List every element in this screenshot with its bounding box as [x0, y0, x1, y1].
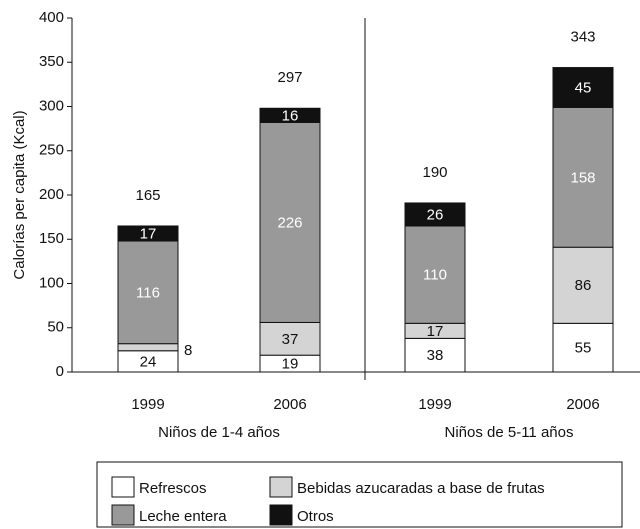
bar-segment: [404, 337, 466, 373]
total-label: 343: [570, 29, 595, 46]
data-label: 17: [140, 225, 157, 242]
data-label: 158: [570, 169, 595, 186]
bar-segment: [404, 202, 466, 227]
y-tick-label: 250: [39, 142, 64, 159]
bar-segment: [259, 121, 321, 323]
group-label: Niños de 5-11 años: [445, 424, 574, 441]
legend-label: Bebidas azucaradas a base de frutas: [297, 480, 545, 497]
data-label: 19: [282, 356, 299, 373]
bar-segment: [552, 322, 614, 373]
y-tick-label: 400: [39, 9, 64, 26]
legend-label: Otros: [297, 508, 334, 525]
data-label: 16: [282, 107, 299, 124]
bar-segment: [552, 67, 614, 108]
y-axis-label: Calorías per capita (Kcal): [11, 110, 28, 279]
y-tick-label: 300: [39, 97, 64, 114]
y-tick-label: 200: [39, 186, 64, 203]
data-label: 226: [277, 214, 302, 231]
data-label: 17: [427, 323, 444, 340]
bar-segment: [552, 246, 614, 324]
data-label: 38: [427, 347, 444, 364]
bar-segment: [117, 225, 179, 242]
legend-swatch: [111, 476, 135, 498]
data-label: 116: [136, 284, 160, 301]
legend-swatch: [269, 476, 293, 498]
y-tick-label: 350: [39, 53, 64, 70]
legend-swatch: [111, 504, 135, 526]
data-label: 110: [423, 267, 447, 284]
legend-box: [96, 461, 623, 528]
total-label: 165: [135, 187, 160, 204]
legend-label: Leche entera: [139, 508, 227, 525]
legend-label: Refrescos: [139, 480, 207, 497]
data-label: 55: [575, 340, 592, 357]
data-label: 37: [282, 331, 299, 348]
bar-segment: [404, 225, 466, 324]
data-label: 24: [140, 353, 157, 370]
y-tick-label: 150: [39, 230, 64, 247]
y-tick-label: 100: [39, 274, 64, 291]
data-label: 8: [184, 342, 192, 359]
data-label: 45: [575, 79, 592, 96]
bar-segment: [259, 107, 321, 123]
x-tick-label: 1999: [131, 396, 164, 413]
x-tick-label: 2006: [273, 396, 306, 413]
y-tick-label: 50: [47, 319, 64, 336]
x-tick-label: 2006: [566, 396, 599, 413]
y-tick-label: 0: [56, 363, 64, 380]
data-label: 86: [575, 277, 592, 294]
x-tick-label: 1999: [418, 396, 451, 413]
group-label: Niños de 1-4 años: [158, 424, 280, 441]
data-label: 26: [427, 206, 444, 223]
legend-swatch: [269, 504, 293, 526]
total-label: 190: [422, 164, 447, 181]
total-label: 297: [277, 69, 302, 86]
bar-segment: [117, 343, 179, 352]
bar-segment: [552, 106, 614, 248]
